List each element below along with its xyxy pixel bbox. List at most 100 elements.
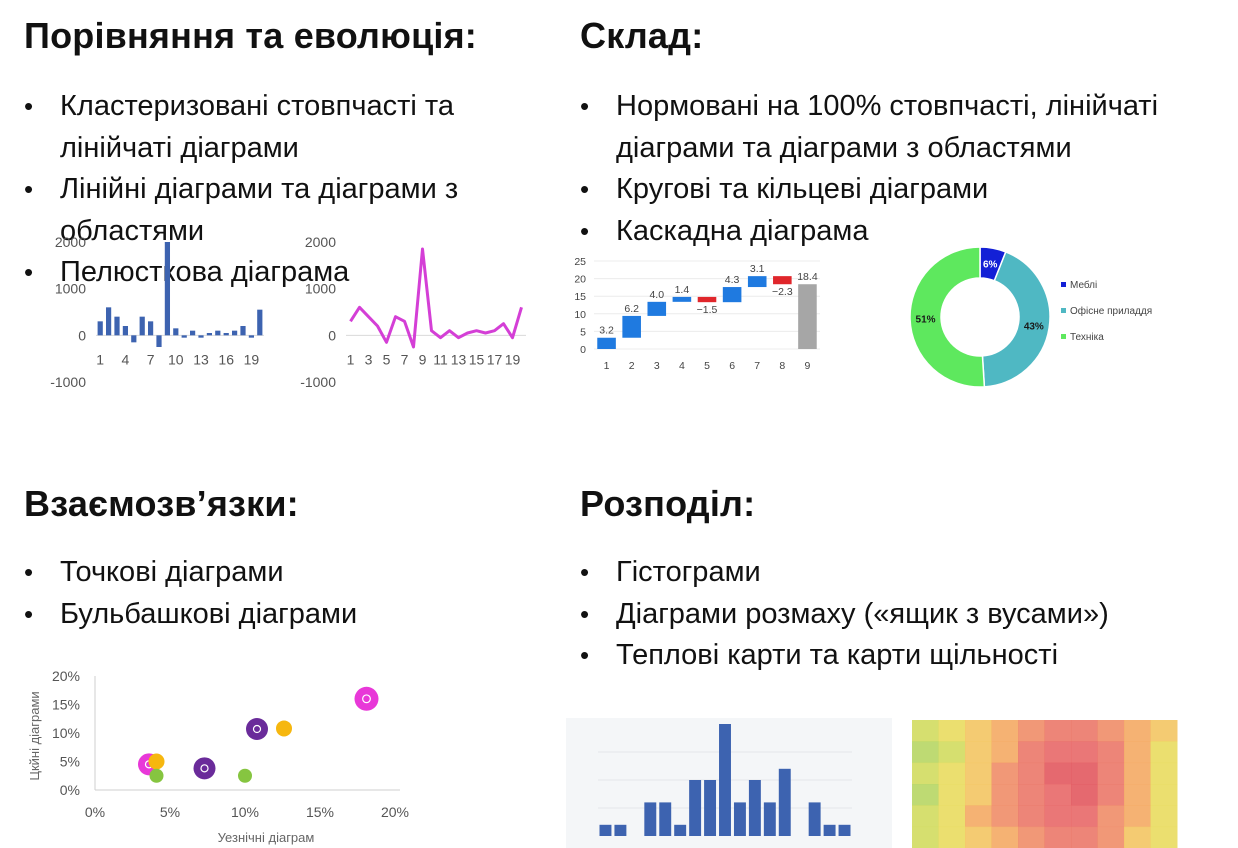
waterfall-bar (773, 276, 792, 285)
heatmap-cell (965, 741, 992, 764)
data-label: 6.2 (624, 303, 639, 315)
bar (240, 326, 246, 336)
y-tick-label: 0 (78, 327, 86, 343)
bar (164, 242, 171, 336)
x-tick-label: 4 (679, 360, 685, 372)
bar (147, 321, 154, 336)
histogram-bar (838, 824, 851, 836)
heatmap-cell (1044, 741, 1072, 764)
bar (122, 326, 129, 336)
histogram-bar (644, 802, 657, 836)
heatmap-cell (1097, 826, 1125, 848)
bubble-center (200, 764, 209, 773)
heatmap-cell (938, 741, 966, 764)
series-line (349, 247, 523, 349)
heatmap-cell (1018, 784, 1045, 806)
legend-label: Офісне приладдя (1070, 305, 1152, 317)
heatmap-cell (938, 720, 966, 742)
bar (131, 335, 137, 343)
histogram-bar (674, 824, 687, 836)
heatmap-cell (1044, 720, 1072, 742)
list-item: Нормовані на 100% стовпчасті, лінійчаті … (580, 86, 1220, 169)
heatmap-cell (1150, 826, 1178, 848)
x-tick-label: 20% (381, 804, 409, 820)
y-tick-label: -1000 (300, 374, 336, 390)
heatmap-cell (965, 784, 992, 806)
data-label: 18.4 (797, 271, 818, 283)
heatmap-cell (912, 784, 939, 806)
relationships-list: Точкові діаграми Бульбашкові діаграми (24, 552, 544, 635)
bubble (193, 757, 216, 780)
list-item: Гістограми (580, 552, 1220, 594)
heatmap-cell (1097, 805, 1125, 828)
heatmap-cell (912, 720, 939, 742)
bubble-center (252, 724, 262, 734)
heatmap-cell (965, 805, 992, 828)
x-tick-label: 13 (193, 351, 209, 367)
y-tick-label: -1000 (50, 374, 86, 390)
comparison-list: Кластеризовані стовпчасті та лінійчаті д… (24, 86, 544, 294)
bar (97, 321, 103, 336)
heatmap-cell (938, 826, 966, 848)
bar (231, 330, 238, 336)
heatmap-cell (1097, 784, 1125, 806)
y-tick-label: 0 (580, 344, 586, 356)
y-tick-label: 5% (60, 754, 80, 770)
heatmap-cell (1071, 720, 1098, 742)
heatmap-cell (1097, 762, 1125, 785)
y-tick-label: 15 (574, 291, 586, 303)
histogram-bar (808, 802, 821, 836)
bar (206, 333, 213, 336)
data-label: 4.0 (649, 289, 664, 301)
heatmap-cell (1018, 826, 1045, 848)
x-tick-label: 4 (122, 351, 130, 367)
list-item: Бульбашкові діаграми (24, 594, 544, 636)
y-tick-label: 20% (52, 668, 80, 684)
heatmap-cell (991, 805, 1019, 828)
legend-label: Меблі (1070, 279, 1097, 291)
bubble (149, 768, 164, 783)
heatmap-cell (965, 720, 992, 742)
data-label: 1.4 (675, 284, 690, 296)
donut-slice (981, 250, 1051, 388)
composition-heading: Склад: (580, 15, 704, 56)
slice-label: 6% (983, 259, 998, 270)
waterfall-bar (622, 315, 641, 338)
bar (173, 328, 179, 336)
bar (114, 316, 120, 336)
heatmap-cell (965, 826, 992, 848)
list-item: Точкові діаграми (24, 552, 544, 594)
y-tick-label: 1000 (55, 281, 86, 297)
mini-bar-chart: 2000 1000 0 -1000 1 4 7 10 13 16 19 (50, 234, 264, 390)
waterfall-bar (597, 337, 616, 349)
heatmap-cell (965, 762, 992, 785)
bar (181, 335, 187, 338)
list-item: Каскадна діаграма (580, 211, 1220, 253)
donut-chart: 6% Меблі 43% Офісне приладдя 51% Техніка (909, 246, 1152, 388)
heatmap-cell (1124, 720, 1151, 742)
bar (223, 333, 229, 336)
histogram-chart (566, 718, 892, 848)
heatmap-cell (938, 762, 966, 785)
waterfall-bar (722, 287, 742, 303)
data-label: −1.5 (697, 304, 718, 316)
x-tick-label: 11 (433, 351, 448, 367)
relationships-heading: Взаємозв’язки: (24, 483, 299, 524)
heatmap-cell (1150, 720, 1178, 742)
heatmap-cell (991, 784, 1019, 806)
slice-label: 51% (916, 315, 936, 326)
y-tick-label: 1000 (305, 281, 336, 297)
heatmap-cell (991, 741, 1019, 764)
histogram-bar (748, 780, 761, 836)
histogram-bar (599, 824, 612, 836)
distribution-heading: Розподіл: (580, 483, 756, 524)
bar (248, 335, 255, 338)
bubble (354, 686, 379, 711)
heatmap-cell (1044, 826, 1072, 848)
x-tick-label: 10% (231, 804, 259, 820)
legend-swatch (1061, 308, 1066, 313)
y-axis-title: Цкйні діаграми (27, 691, 42, 780)
y-tick-label: 15% (52, 697, 80, 713)
legend-swatch (1061, 282, 1066, 287)
waterfall-chart: 25 20 15 10 5 0 3.2 1 6.2 2 4.0 3 1.4 4 −1.5 5 4.3 6 3.1 7 −… (574, 256, 820, 372)
